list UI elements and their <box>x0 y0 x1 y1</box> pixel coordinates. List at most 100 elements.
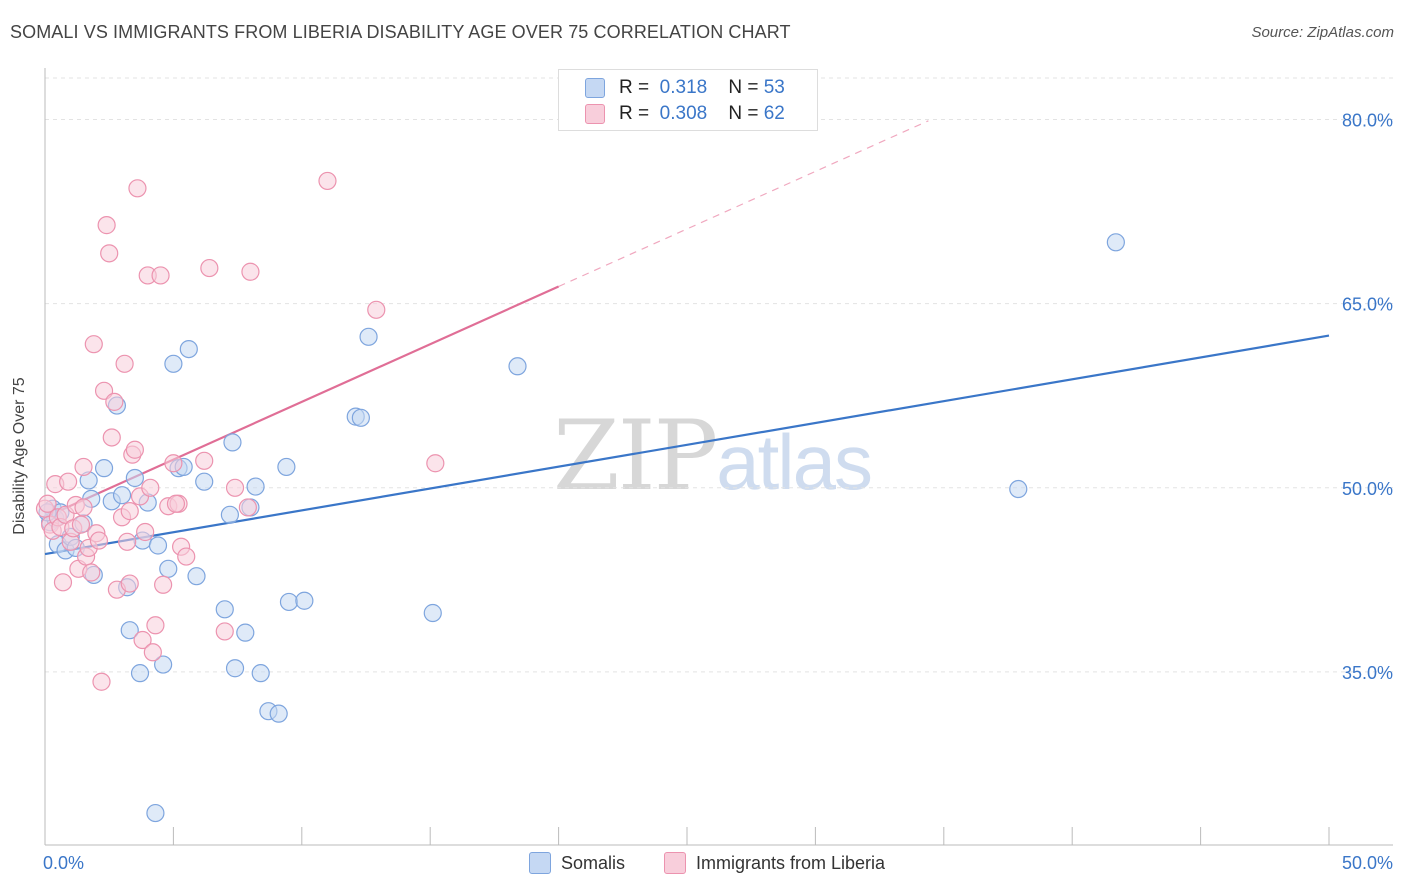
point-liberia <box>166 494 186 513</box>
point-liberia <box>426 454 445 473</box>
point-liberia <box>195 451 214 470</box>
point-liberia <box>128 179 147 198</box>
legend-text-somalis: R = 0.318 N = 53 <box>619 77 785 99</box>
data-points <box>35 171 1125 823</box>
point-somalis <box>236 623 255 642</box>
point-liberia <box>100 244 119 263</box>
point-somalis <box>423 603 442 623</box>
point-liberia <box>241 262 260 281</box>
watermark-zip: ZIP <box>553 400 718 512</box>
legend-n-value: 62 <box>763 103 785 124</box>
point-liberia <box>89 531 109 550</box>
trend-line-somalis <box>44 334 1330 556</box>
point-somalis <box>251 664 270 683</box>
point-liberia <box>318 171 337 191</box>
point-liberia <box>225 478 245 497</box>
point-liberia <box>97 216 116 235</box>
y-tick-label: 80.0% <box>1342 111 1393 131</box>
point-somalis <box>295 591 314 610</box>
point-somalis <box>148 536 168 555</box>
point-liberia <box>74 457 93 477</box>
point-somalis <box>187 567 206 586</box>
point-somalis <box>164 354 183 373</box>
point-somalis <box>351 408 370 427</box>
legend-r-label: R = <box>619 77 650 98</box>
point-somalis <box>112 486 132 505</box>
x-tick-label: 50.0% <box>1342 853 1393 873</box>
legend-r-label: R = <box>619 103 650 124</box>
point-liberia <box>177 547 196 566</box>
point-somalis <box>246 477 265 496</box>
point-liberia <box>82 563 101 582</box>
point-liberia <box>105 392 124 411</box>
y-tick-label: 35.0% <box>1342 663 1393 683</box>
point-liberia <box>38 494 57 513</box>
point-somalis <box>225 659 245 678</box>
source-label: Source: ZipAtlas.com <box>1251 24 1394 41</box>
point-liberia <box>84 335 103 354</box>
watermark: ZIPatlas <box>553 400 873 512</box>
chart-title: SOMALI VS IMMIGRANTS FROM LIBERIA DISABI… <box>10 22 791 42</box>
point-liberia <box>120 574 139 593</box>
point-liberia <box>53 573 73 592</box>
point-liberia <box>118 532 137 551</box>
bottom-legend-swatch-liberia <box>664 852 686 874</box>
point-liberia <box>133 630 152 650</box>
point-somalis <box>1009 479 1028 499</box>
point-liberia <box>102 428 121 447</box>
point-liberia <box>59 472 78 491</box>
point-somalis <box>223 433 242 452</box>
point-liberia <box>136 522 155 542</box>
point-liberia <box>141 478 160 497</box>
point-liberia <box>151 266 170 285</box>
point-somalis <box>279 592 299 612</box>
point-liberia <box>164 454 183 473</box>
legend-r-value: 0.308 <box>659 103 708 124</box>
point-liberia <box>125 440 144 459</box>
watermark-atlas: atlas <box>716 418 873 506</box>
point-somalis <box>179 339 198 359</box>
bottom-legend-label-somalis: Somalis <box>561 853 626 873</box>
point-somalis <box>277 457 296 477</box>
point-somalis <box>359 327 378 346</box>
x-tick-label: 0.0% <box>43 853 84 873</box>
bottom-legend-label-liberia: Immigrants from Liberia <box>696 853 886 873</box>
legend-r-value: 0.318 <box>659 77 708 98</box>
point-liberia <box>238 498 257 517</box>
trend-extension-liberia <box>558 120 929 288</box>
point-liberia <box>200 258 219 278</box>
point-liberia <box>215 622 234 641</box>
point-liberia <box>154 575 173 594</box>
point-somalis <box>94 459 114 478</box>
legend-text-liberia: R = 0.308 N = 62 <box>619 103 785 125</box>
point-somalis <box>220 505 239 524</box>
point-somalis <box>146 803 165 823</box>
point-somalis <box>269 704 288 723</box>
point-liberia <box>143 643 162 662</box>
point-somalis <box>508 357 527 376</box>
gridlines <box>45 77 1393 673</box>
point-somalis <box>195 472 214 491</box>
legend-n-label: N = <box>728 77 759 98</box>
point-liberia <box>71 515 91 534</box>
legend: R = 0.318 N = 53 R = 0.308 N = 62 <box>558 69 818 131</box>
legend-n-label: N = <box>728 103 759 124</box>
legend-swatch-somalis <box>585 78 605 98</box>
point-liberia <box>146 616 165 635</box>
point-somalis <box>125 468 144 488</box>
point-somalis <box>120 621 139 640</box>
legend-swatch-liberia <box>585 104 605 124</box>
point-somalis <box>1106 233 1125 252</box>
point-somalis <box>154 655 173 674</box>
point-liberia <box>120 502 139 521</box>
y-tick-label: 65.0% <box>1342 295 1393 315</box>
point-somalis <box>159 559 178 578</box>
legend-n-value: 53 <box>763 77 785 98</box>
point-liberia <box>74 498 93 517</box>
bottom-legend-swatch-somalis <box>529 852 551 874</box>
y-tick-label: 50.0% <box>1342 479 1393 499</box>
tick-labels: 35.0% 50.0% 65.0% 80.0% 0.0% 50.0% <box>43 111 1393 873</box>
point-liberia <box>115 354 134 373</box>
point-liberia <box>92 672 111 691</box>
